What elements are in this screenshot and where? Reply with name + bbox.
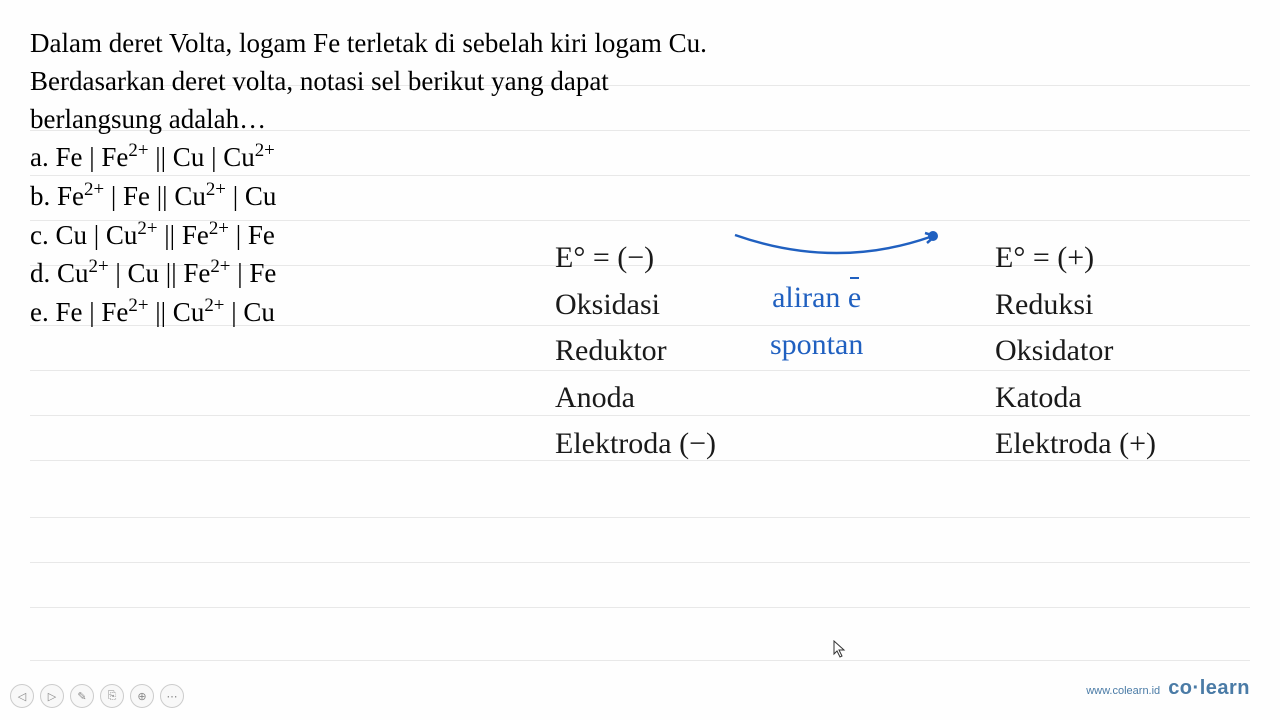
option-c: c. Cu | Cu2+ || Fe2+ | Fe xyxy=(30,216,276,255)
option-e: e. Fe | Fe2+ || Cu2+ | Cu xyxy=(30,293,276,332)
option-d: d. Cu2+ | Cu || Fe2+ | Fe xyxy=(30,254,276,293)
question-text: Dalam deret Volta, logam Fe terletak di … xyxy=(30,25,740,138)
prev-button[interactable]: ◁ xyxy=(10,684,34,708)
footer-branding: www.colearn.id co·learn xyxy=(1086,677,1250,700)
zoom-button[interactable]: ⊕ xyxy=(130,684,154,708)
annotation-left-column: E° = (−) Oksidasi Reduktor Anoda Elektro… xyxy=(555,235,716,468)
mouse-cursor-icon xyxy=(833,640,847,663)
annotation-center-column: aliran e spontan xyxy=(770,275,863,368)
right-oksidator: Oksidator xyxy=(995,328,1156,375)
right-reduksi: Reduksi xyxy=(995,282,1156,329)
footer-url: www.colearn.id xyxy=(1086,685,1160,697)
more-button[interactable]: ⋯ xyxy=(160,684,184,708)
center-spontan: spontan xyxy=(770,322,863,369)
answer-options: a. Fe | Fe2+ || Cu | Cu2+ b. Fe2+ | Fe |… xyxy=(30,138,276,332)
right-elektroda: Elektroda (+) xyxy=(995,421,1156,468)
left-oksidasi: Oksidasi xyxy=(555,282,716,329)
bottom-toolbar: ◁ ▷ ✎ ⎘ ⊕ ⋯ xyxy=(10,684,184,708)
next-button[interactable]: ▷ xyxy=(40,684,64,708)
center-aliran: aliran e xyxy=(770,275,863,322)
footer-logo: co·learn xyxy=(1168,677,1250,700)
electron-flow-arrow-icon xyxy=(730,225,940,265)
left-reduktor: Reduktor xyxy=(555,328,716,375)
annotation-right-column: E° = (+) Reduksi Oksidator Katoda Elektr… xyxy=(995,235,1156,468)
right-e-potential: E° = (+) xyxy=(995,235,1156,282)
left-anoda: Anoda xyxy=(555,375,716,422)
right-katoda: Katoda xyxy=(995,375,1156,422)
option-b: b. Fe2+ | Fe || Cu2+ | Cu xyxy=(30,177,276,216)
left-elektroda: Elektroda (−) xyxy=(555,421,716,468)
option-a: a. Fe | Fe2+ || Cu | Cu2+ xyxy=(30,138,276,177)
pen-button[interactable]: ✎ xyxy=(70,684,94,708)
left-e-potential: E° = (−) xyxy=(555,235,716,282)
copy-button[interactable]: ⎘ xyxy=(100,684,124,708)
